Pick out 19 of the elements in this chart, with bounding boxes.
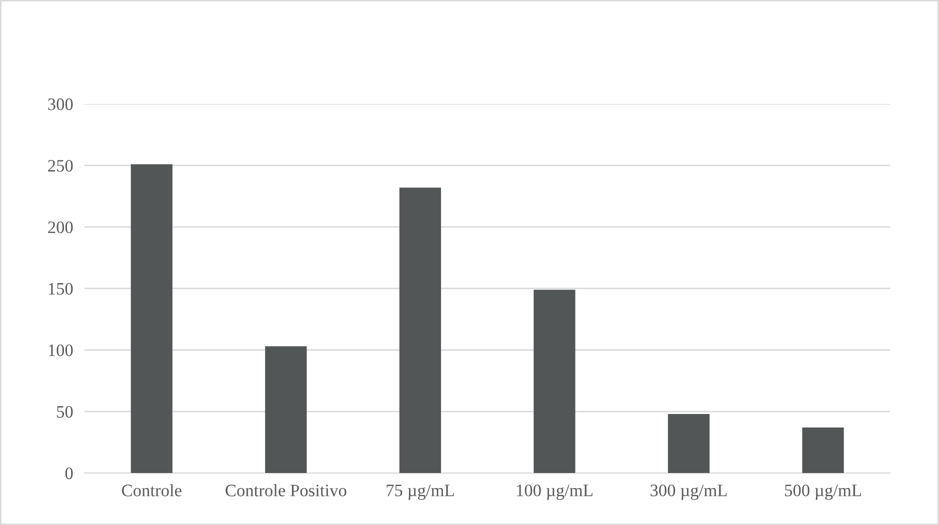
y-tick-label: 150 <box>48 282 73 295</box>
y-tick-label: 0 <box>65 468 73 480</box>
x-tick-label: 300 µg/mL <box>650 484 727 500</box>
x-tick-label: 100 µg/mL <box>517 484 592 500</box>
y-tick-label: 200 <box>48 221 73 234</box>
bar <box>265 346 307 474</box>
x-tick-label: 75 µg/mL <box>386 484 454 500</box>
bar <box>130 164 172 474</box>
y-tick-label: 100 <box>48 344 73 356</box>
bar <box>534 290 576 474</box>
bar <box>399 188 442 474</box>
x-tick-label: Controle <box>122 484 182 496</box>
y-tick-label: 250 <box>48 160 73 172</box>
y-tick-label: 300 <box>48 98 73 110</box>
x-tick-label: 500 µg/mL <box>785 484 861 500</box>
bar <box>802 428 844 474</box>
bar <box>668 414 710 474</box>
x-tick-label: Controle Positivo <box>226 484 346 496</box>
y-tick-label: 50 <box>57 406 73 418</box>
